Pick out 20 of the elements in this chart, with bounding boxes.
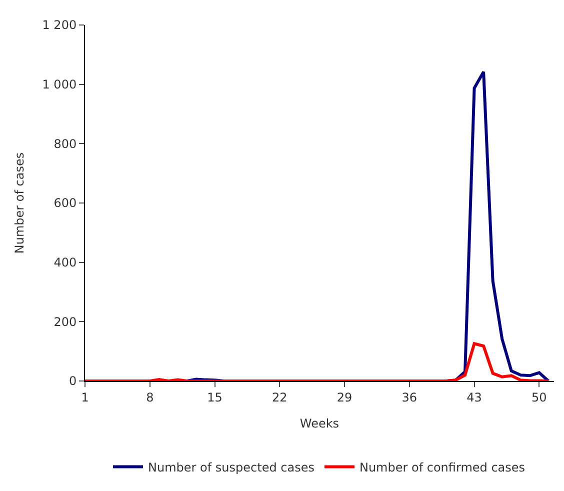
line-series [85, 342, 550, 381]
y-tick-label: 600 [54, 196, 77, 210]
x-tick-label: 15 [207, 390, 222, 404]
x-tick-label: 43 [466, 390, 482, 404]
legend-label: Number of suspected cases [148, 460, 314, 474]
y-axis-title: Number of cases [12, 152, 27, 254]
x-tick-label: 29 [336, 390, 352, 404]
legend-label: Number of confirmed cases [359, 460, 526, 474]
y-tick-label: 1 200 [42, 18, 77, 32]
x-tick-label: 8 [146, 390, 154, 404]
x-tick-label: 50 [532, 390, 547, 404]
y-tick-label: 800 [54, 136, 77, 151]
x-axis-title: Weeks [300, 416, 340, 430]
x-tick-label: 1 [81, 390, 89, 404]
x-tick-label: 22 [272, 390, 288, 404]
x-tick-label: 36 [402, 390, 418, 404]
y-tick-label: 200 [54, 314, 77, 329]
y-tick-label: 1 000 [42, 78, 77, 92]
y-tick-label: 400 [54, 256, 77, 270]
y-tick-label: 0 [68, 374, 77, 388]
